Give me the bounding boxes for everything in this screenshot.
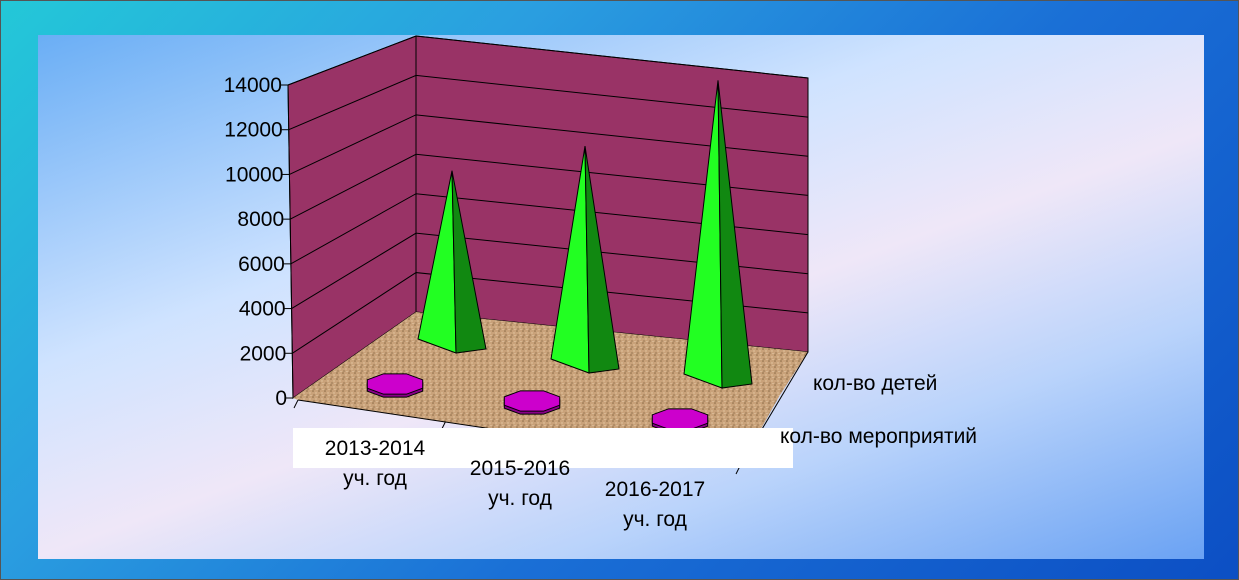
gridline	[290, 193, 809, 265]
gridline	[291, 232, 809, 309]
y-axis-line	[287, 84, 294, 399]
y-tick-label: 2000	[240, 342, 287, 365]
y-tick-label: 6000	[238, 253, 285, 276]
pyramid-children-side-1	[584, 146, 620, 374]
pyramid-children-side-0	[451, 170, 487, 354]
x-category-label-1: уч. год	[488, 487, 552, 510]
disc-events-2	[651, 408, 709, 430]
x-category-label-2: уч. год	[623, 508, 687, 531]
x-category-label-1: 2015-2016	[470, 457, 570, 480]
y-tick-label: 12000	[224, 119, 282, 142]
gridline	[289, 153, 809, 220]
gridline	[289, 114, 809, 175]
gridline	[287, 35, 809, 86]
series-label-1: кол-во мероприятий	[780, 425, 977, 448]
gridline	[292, 272, 809, 354]
y-tick-label: 10000	[225, 163, 283, 186]
x-category-label-0: уч. год	[343, 467, 407, 490]
y-tick-label: 8000	[237, 208, 284, 231]
pyramid-children-side-2	[717, 80, 753, 389]
gridline	[288, 74, 809, 131]
x-tick	[293, 399, 299, 409]
disc-events-1	[503, 390, 561, 412]
x-label-backdrop	[293, 428, 793, 468]
y-tick-label: 0	[275, 387, 287, 410]
x-category-label-0: 2013-2014	[325, 437, 426, 460]
y-tick-label: 14000	[224, 74, 282, 97]
disc-events-0	[366, 373, 424, 395]
series-label-0: кол-во детей	[813, 372, 937, 395]
x-category-label-2: 2016-2017	[605, 478, 705, 501]
y-tick-label: 4000	[239, 298, 286, 321]
